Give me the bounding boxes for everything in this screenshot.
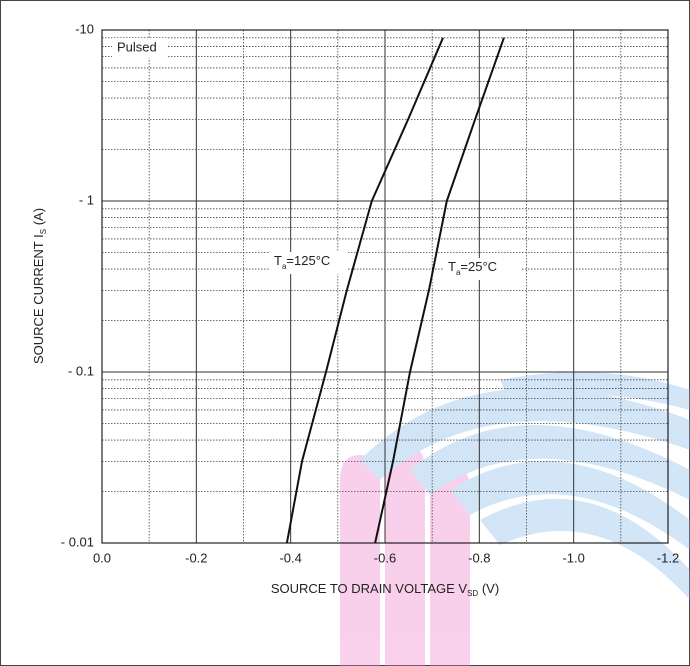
annotation-bg <box>112 38 168 58</box>
x-tick-label: -1.0 <box>562 550 584 565</box>
x-axis-label: SOURCE TO DRAIN VOLTAGE VSD (V) <box>271 581 499 598</box>
x-tick-label: 0.0 <box>93 550 111 565</box>
curve <box>374 37 505 544</box>
x-tick-label: -0.8 <box>468 550 490 565</box>
y-tick-label: - 0.1 <box>68 363 94 378</box>
watermark <box>340 372 690 666</box>
annotation: Ta=25°C <box>448 259 497 277</box>
plot-border <box>101 29 669 544</box>
y-tick-label: -10 <box>75 21 94 36</box>
y-tick-label: - 1 <box>79 192 94 207</box>
y-tick-label: - 0.01 <box>61 534 94 549</box>
annotation-bg <box>444 258 522 280</box>
y-axis-label: SOURCE CURRENT IS (A) <box>31 208 48 364</box>
annotation: Ta=125°C <box>274 253 330 271</box>
x-tick-label: -0.2 <box>185 550 207 565</box>
x-tick-label: -1.2 <box>657 550 679 565</box>
annotation: Pulsed <box>117 39 157 54</box>
x-tick-label: -0.4 <box>279 550 301 565</box>
x-tick-label: -0.6 <box>374 550 396 565</box>
annotation-bg <box>270 252 348 274</box>
curve <box>285 37 444 544</box>
